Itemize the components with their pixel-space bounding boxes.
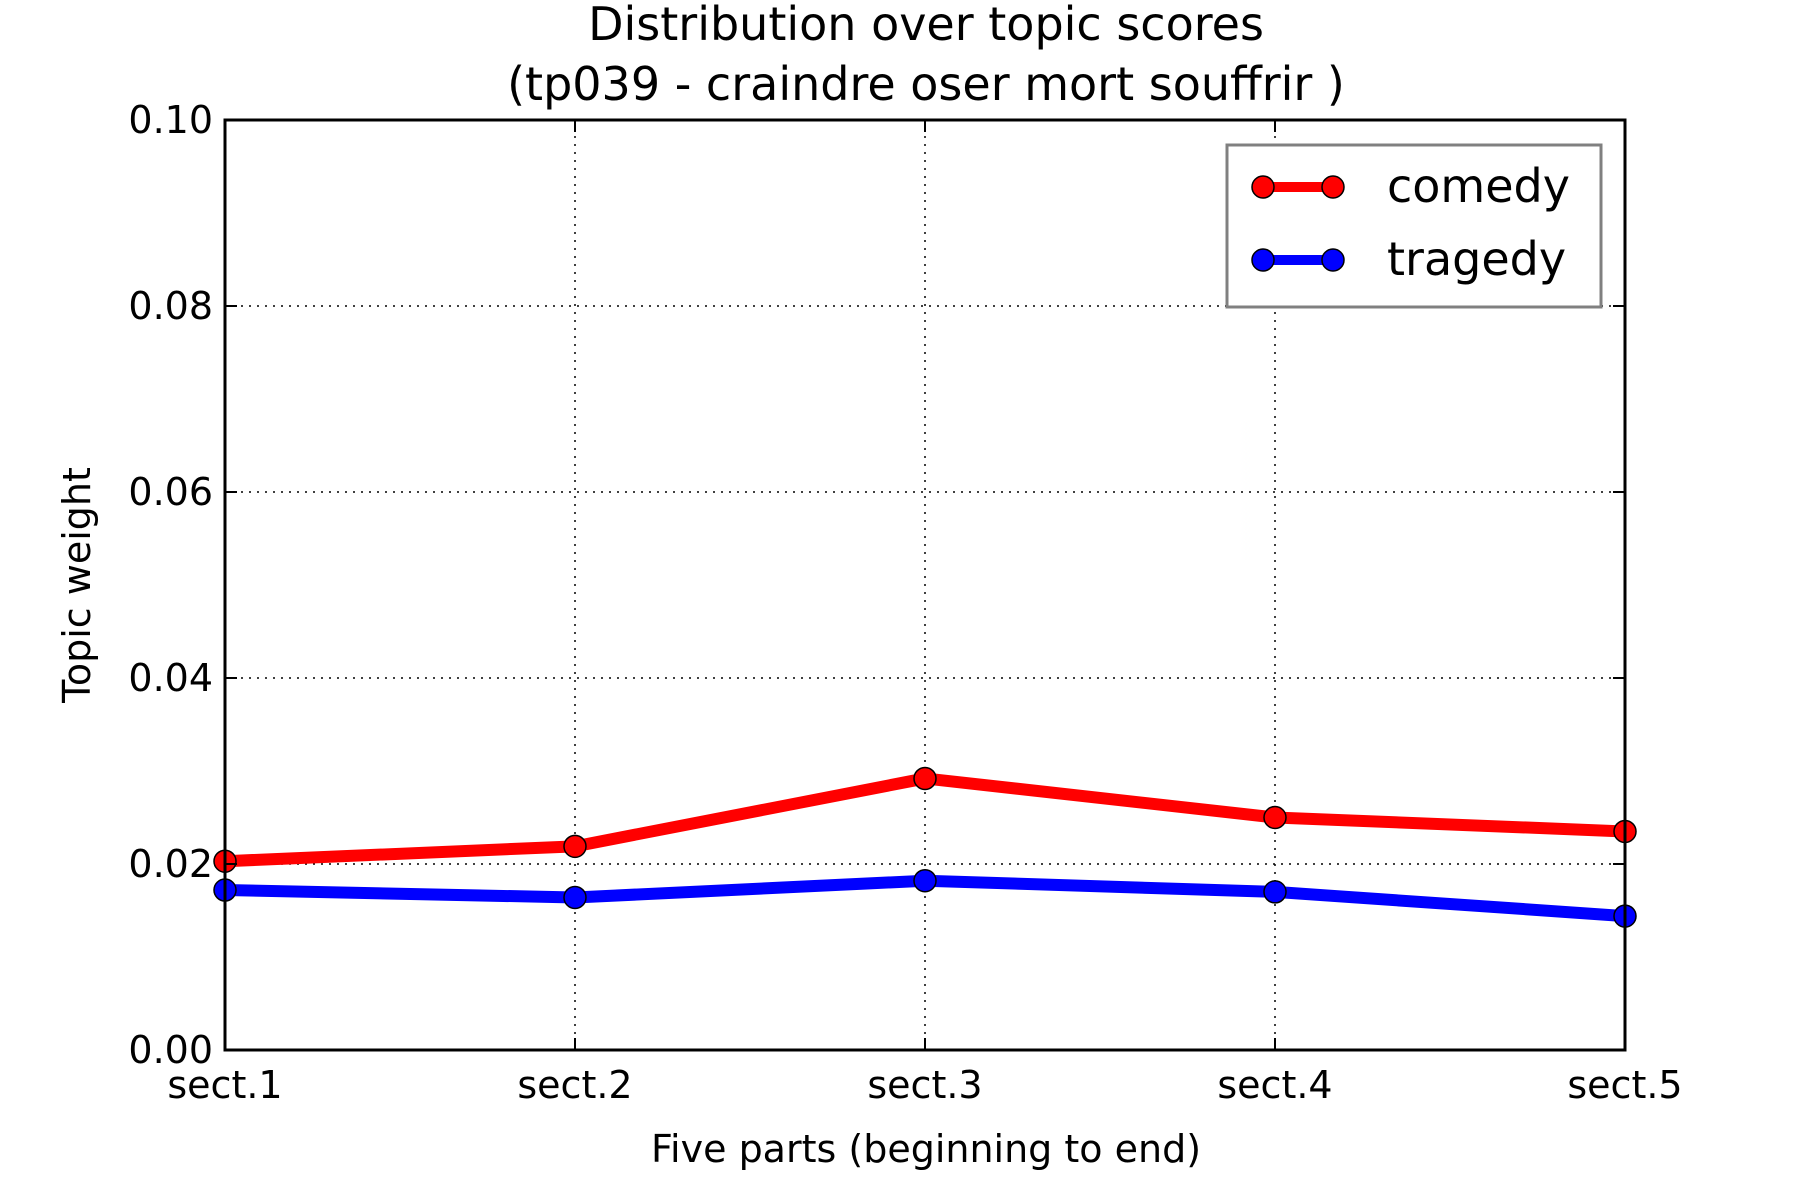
series-lines <box>213 766 1637 928</box>
legend-label-tragedy: tragedy <box>1387 232 1566 286</box>
chart-subtitle: (tp039 - craindre oser mort souffrir ) <box>507 57 1345 111</box>
data-point-tragedy <box>563 885 587 910</box>
axis-ticks: sect.1 sect.2 sect.3 sect.4 sect.5 0.00 0.02 0.… <box>128 98 1682 1107</box>
legend-marker-tragedy-end <box>1321 248 1345 272</box>
chart-title: Distribution over topic scores <box>588 0 1264 51</box>
data-point-comedy <box>1263 805 1287 830</box>
y-tick-label: 0.04 <box>128 656 213 700</box>
data-point-tragedy <box>913 868 937 893</box>
x-axis-label: Five parts (beginning to end) <box>651 1127 1201 1171</box>
legend-box <box>1225 143 1603 309</box>
y-tick-label: 0.02 <box>128 842 213 886</box>
y-tick-label: 0.10 <box>128 98 213 142</box>
legend-marker-tragedy-start <box>1251 248 1275 272</box>
x-tick-label: sect.2 <box>517 1063 632 1107</box>
data-point-comedy <box>563 834 587 859</box>
grid <box>225 120 1625 1050</box>
legend-marker-comedy-end <box>1321 175 1345 199</box>
data-point-tragedy <box>1263 880 1287 904</box>
y-axis-label: Topic weight <box>55 467 99 704</box>
x-tick-label: sect.5 <box>1567 1063 1682 1107</box>
data-point-comedy <box>913 766 937 791</box>
legend-label-comedy: comedy <box>1387 159 1570 213</box>
legend: comedy tragedy <box>1225 143 1603 309</box>
y-tick-label: 0.08 <box>128 284 213 328</box>
y-tick-label: 0.06 <box>128 470 213 514</box>
legend-marker-comedy-start <box>1251 175 1275 199</box>
x-tick-label: sect.1 <box>167 1063 282 1107</box>
y-tick-label: 0.00 <box>128 1028 213 1072</box>
x-tick-label: sect.4 <box>1217 1063 1332 1107</box>
x-tick-label: sect.3 <box>867 1063 982 1107</box>
